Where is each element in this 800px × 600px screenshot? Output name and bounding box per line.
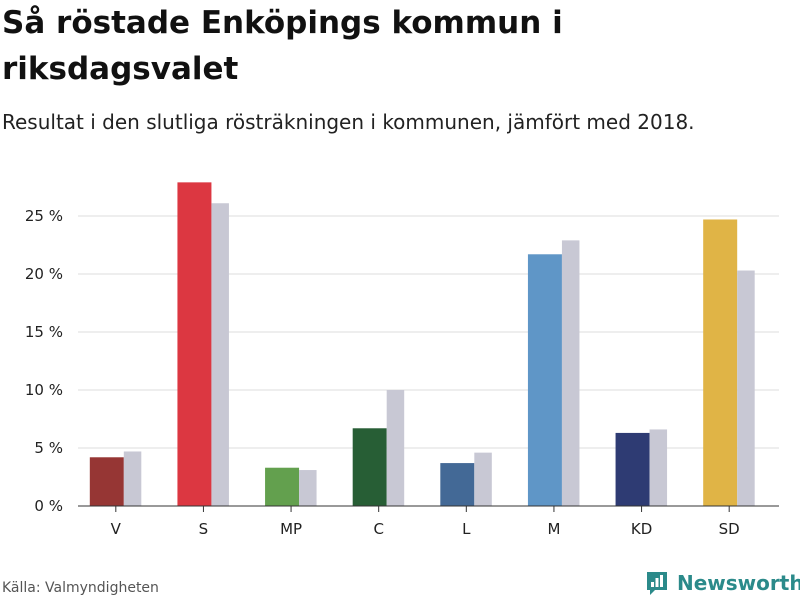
bar-chart: 0 % 5 % 10 % 15 % 20 % 25 % V S MP C L M KD SD bbox=[25, 182, 779, 538]
bar-previous-m bbox=[561, 240, 580, 507]
bar-current-v bbox=[89, 457, 124, 506]
brand-name: Newsworthy bbox=[677, 571, 800, 595]
bars bbox=[89, 182, 755, 507]
source-note: Källa: Valmyndigheten bbox=[2, 580, 159, 596]
y-tick-label: 10 % bbox=[25, 381, 63, 399]
bar-previous-mp bbox=[299, 470, 317, 506]
chart-subtitle: Resultat i den slutliga rösträkningen i … bbox=[2, 110, 695, 134]
y-tick-label: 15 % bbox=[25, 323, 63, 341]
x-tick-label-mp: MP bbox=[280, 520, 302, 538]
x-tick-label-l: L bbox=[462, 520, 471, 538]
bar-current-s bbox=[177, 182, 212, 507]
bar-previous-l bbox=[474, 452, 492, 506]
x-tick-label-s: S bbox=[199, 520, 209, 538]
bar-current-m bbox=[527, 254, 562, 506]
bar-current-c bbox=[352, 428, 387, 506]
x-tick-label-sd: SD bbox=[719, 520, 740, 538]
x-tick-label-m: M bbox=[547, 520, 560, 538]
x-tick-label-c: C bbox=[373, 520, 383, 538]
bar-current-sd bbox=[703, 219, 738, 507]
bar-previous-c bbox=[386, 390, 405, 506]
brand-logo: Newsworthy bbox=[645, 570, 800, 596]
bar-previous-sd bbox=[737, 270, 755, 506]
x-tick-label-kd: KD bbox=[631, 520, 652, 538]
y-tick-label: 5 % bbox=[34, 439, 63, 457]
y-tick-label: 25 % bbox=[25, 207, 63, 225]
y-tick-label: 0 % bbox=[34, 497, 63, 515]
axes: 0 % 5 % 10 % 15 % 20 % 25 % V S MP C L M KD SD bbox=[25, 207, 779, 538]
chart-title: Så röstade Enköpings kommun i riksdagsva… bbox=[2, 5, 563, 87]
x-tick-label-v: V bbox=[111, 520, 122, 538]
bar-previous-kd bbox=[649, 429, 668, 506]
bar-current-mp bbox=[265, 467, 300, 506]
bar-current-kd bbox=[615, 432, 650, 506]
bar-chart-logo-icon bbox=[647, 572, 667, 595]
bar-previous-v bbox=[123, 451, 142, 506]
y-tick-label: 20 % bbox=[25, 265, 63, 283]
bar-current-l bbox=[440, 463, 475, 506]
bar-previous-s bbox=[211, 203, 229, 507]
